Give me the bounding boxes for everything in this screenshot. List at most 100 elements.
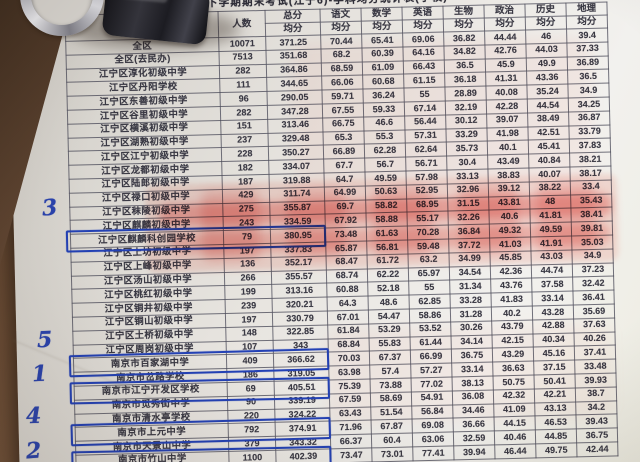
score-cell: 39.4 — [566, 28, 608, 43]
score-cell: 37.72 — [448, 237, 490, 253]
count-cell: 187 — [222, 174, 270, 190]
score-cell: 39.94 — [453, 444, 496, 460]
score-cell: 351.68 — [265, 48, 322, 65]
count-cell: 69 — [227, 381, 275, 397]
score-cell: 57.27 — [410, 363, 453, 378]
score-cell: 66.06 — [321, 75, 363, 91]
score-cell: 65.87 — [325, 240, 368, 256]
score-cell: 34.14 — [450, 334, 493, 350]
score-cell: 41.09 — [493, 402, 535, 418]
score-cell: 38.83 — [487, 167, 530, 183]
score-cell: 61.09 — [362, 60, 404, 76]
score-cell: 45.85 — [489, 250, 532, 266]
score-cell: 49.9 — [526, 56, 568, 72]
score-cell: 40.07 — [528, 166, 571, 182]
score-cell: 31.15 — [447, 196, 489, 212]
score-cell: 68.95 — [406, 197, 448, 213]
score-table: 学校人数总分语文数学英语生物政治历史地理均分均分均分均分均分均分均分均分 全区1… — [65, 2, 619, 462]
score-cell: 290.05 — [266, 90, 323, 106]
score-cell: 337.83 — [270, 241, 327, 258]
count-cell: 409 — [226, 353, 274, 369]
score-cell: 41.83 — [490, 292, 533, 307]
score-cell: 56.84 — [411, 404, 454, 420]
score-cell: 34.9 — [571, 248, 614, 264]
score-cell: 33.14 — [451, 362, 493, 377]
handwritten-number: 1 — [31, 360, 48, 388]
score-cell: 68.84 — [328, 337, 370, 353]
score-cell: 34.9 — [567, 83, 610, 99]
score-cell: 34.82 — [443, 44, 486, 60]
score-cell: 36.75 — [576, 428, 618, 443]
score-cell: 55 — [403, 87, 446, 103]
score-cell: 42.36 — [490, 264, 532, 280]
score-cell: 53.29 — [368, 322, 411, 338]
score-cell: 44.15 — [494, 416, 536, 432]
score-cell: 65.41 — [361, 33, 403, 48]
score-cell: 40.26 — [573, 331, 616, 347]
score-cell: 40.2 — [491, 305, 533, 321]
score-cell: 68.59 — [321, 61, 363, 77]
score-cell: 42.28 — [486, 99, 528, 114]
score-cell: 70.03 — [328, 351, 370, 367]
score-cell: 42.44 — [576, 441, 618, 457]
count-cell: 7513 — [218, 50, 267, 66]
score-cell: 31.28 — [450, 306, 492, 322]
count-cell: 429 — [222, 188, 270, 204]
score-cell: 355.57 — [271, 269, 327, 285]
score-cell: 52.95 — [406, 183, 448, 199]
count-cell: 197 — [223, 243, 272, 259]
score-cell: 67.59 — [329, 392, 371, 408]
score-cell: 33.14 — [531, 291, 574, 306]
score-cell: 44.85 — [535, 429, 577, 444]
score-cell: 330.79 — [272, 310, 328, 327]
score-cell: 55 — [408, 280, 450, 296]
score-cell: 62.64 — [405, 142, 447, 158]
score-cell: 36.87 — [568, 110, 610, 126]
handwritten-number: 5 — [36, 326, 53, 354]
score-cell: 37.41 — [574, 345, 616, 361]
score-cell: 322.85 — [272, 324, 329, 340]
score-cell: 66.43 — [403, 59, 445, 75]
score-cell: 66.37 — [330, 434, 372, 449]
score-cell: 58.88 — [365, 212, 408, 228]
score-cell: 67.7 — [323, 158, 365, 174]
score-cell: 32.26 — [447, 210, 490, 226]
col-header-subject: 地理 — [565, 2, 608, 17]
score-cell: 73.88 — [370, 377, 412, 393]
avg-label-cell: 均分 — [443, 18, 485, 33]
score-cell: 402.39 — [275, 448, 332, 462]
score-cell: 62.22 — [367, 267, 409, 283]
score-cell: 64.3 — [327, 296, 369, 311]
score-cell: 343.32 — [275, 435, 331, 451]
score-cell: 36.41 — [572, 290, 615, 305]
score-cell: 67.92 — [325, 213, 367, 229]
score-cell: 36.89 — [567, 55, 609, 71]
score-cell: 55.17 — [406, 211, 449, 227]
score-cell: 75.39 — [329, 378, 371, 394]
score-cell: 58.69 — [370, 391, 412, 407]
score-cell: 54.47 — [368, 308, 410, 324]
score-cell: 53.52 — [409, 321, 451, 337]
score-cell: 39.81 — [571, 221, 613, 236]
score-cell: 33.48 — [574, 359, 616, 374]
col-header-subject: 数学 — [360, 7, 403, 22]
score-cell: 49.32 — [489, 223, 531, 238]
score-cell: 364.86 — [266, 62, 322, 78]
score-cell: 46.6 — [363, 115, 405, 131]
count-cell: 136 — [224, 257, 272, 273]
score-cell: 34.46 — [452, 403, 495, 419]
score-cell: 59.48 — [407, 238, 449, 254]
score-cell: 62.28 — [364, 143, 406, 159]
score-cell: 32.19 — [445, 100, 487, 115]
score-cell: 77.41 — [412, 445, 455, 461]
score-cell: 324.22 — [274, 407, 331, 423]
score-cell: 339.19 — [274, 393, 330, 409]
score-cell: 40.84 — [528, 153, 570, 168]
count-cell: 228 — [221, 146, 269, 162]
score-cell: 69.06 — [402, 32, 444, 47]
score-cell: 39.93 — [574, 372, 617, 388]
score-cell: 35.24 — [526, 84, 569, 100]
score-cell: 54.91 — [411, 390, 453, 406]
score-cell: 56.81 — [366, 239, 408, 255]
score-cell: 50.41 — [533, 373, 576, 389]
